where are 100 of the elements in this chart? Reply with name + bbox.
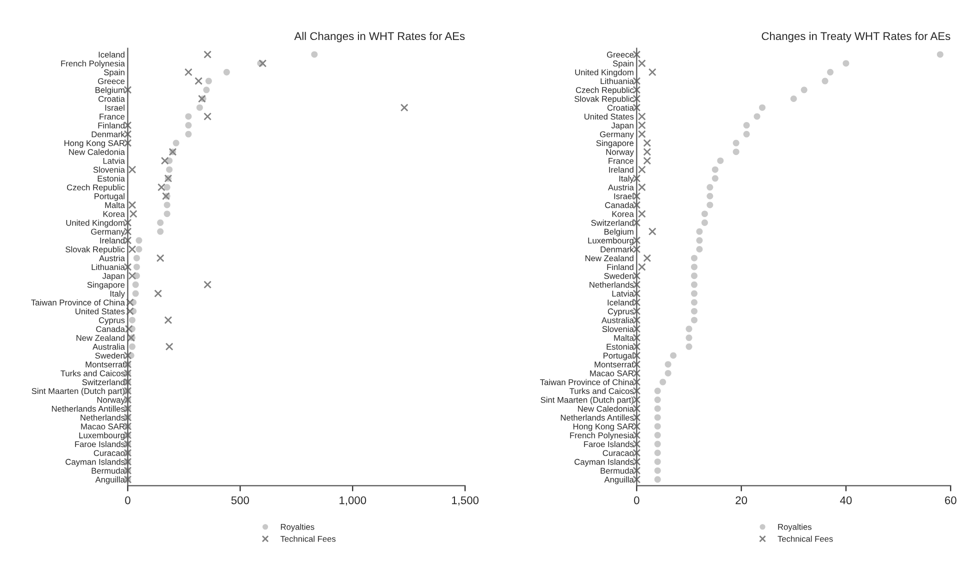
y-tick-label: Anguilla [604,476,634,484]
point [706,192,714,200]
y-tick-label: Estonia [606,344,634,350]
x-tick-label: 1,000 [340,496,366,506]
point [165,342,174,351]
point [124,263,132,271]
point [164,184,170,191]
y-tick-label: Ireland [100,237,124,244]
point [732,140,740,146]
point [686,343,692,350]
y-tick-label: United States [76,308,125,314]
chart-title: Changes in Treaty WHT Rates for AEs [762,32,950,42]
x-tick-label: 40 [840,496,852,504]
point [185,122,192,129]
point [164,202,170,208]
point [258,59,267,68]
point [632,280,641,289]
legend-label: Technical Fees [280,536,336,542]
x-tick-label: 20 [736,496,748,504]
point [643,148,652,156]
y-tick-label: Turks and Caicos [60,370,125,376]
y-tick-label: Austria [608,184,634,190]
point [124,139,132,147]
point [196,104,203,111]
point [654,396,661,404]
point [706,202,714,208]
y-tick-label: Macao SAR [590,370,634,376]
y-tick-label: Korea [103,211,125,217]
y-tick-label: Lithuania [92,264,125,270]
y-tick-label: Israel [105,104,124,111]
y-tick-label: Taiwan Province of China [540,379,634,386]
y-tick-label: Norway [606,149,634,157]
point [632,334,641,342]
point [664,361,672,368]
point [632,77,641,85]
point [822,78,828,84]
point [643,139,652,147]
y-tick-label: Malta [614,334,634,341]
y-tick-label: Korea [612,211,634,217]
point [632,369,641,378]
point [638,130,646,138]
y-tick-label: Montserrat [86,362,125,368]
y-tick-label: Portugal [94,193,124,201]
y-tick-label: United Kingdom [66,220,124,228]
point [154,290,162,298]
y-tick-label: Luxembourg [79,432,124,440]
y-tick-label: Australia [601,317,634,324]
y-tick-label: Germany [91,228,125,236]
point [759,104,766,111]
point [743,122,750,129]
point [632,458,641,466]
x-tick-label: 60 [945,496,956,504]
y-tick-label: Switzerland [82,379,124,386]
y-tick-label: Netherlands Antilles [560,414,634,421]
point [136,246,142,253]
point [632,298,641,306]
point [126,307,134,316]
y-tick-label: Lithuania [600,78,634,84]
point [690,281,698,288]
point [632,192,641,200]
y-tick-label: Portugal [604,352,634,360]
point [632,414,641,422]
point [670,352,677,359]
point [638,59,646,68]
y-tick-label: Slovenia [93,166,125,173]
y-tick-label: Spain [612,60,634,68]
point [157,219,164,226]
y-tick-label: France [100,114,125,120]
point [696,246,703,253]
point [654,423,661,430]
y-tick-label: Hong Kong SAR [64,140,125,148]
y-tick-label: Czech Republic [576,86,634,95]
point [690,316,698,324]
y-tick-label: Austria [99,255,125,262]
y-tick-label: French Polynesia [570,432,634,440]
y-tick-label: Belgium [96,86,124,95]
y-tick-label: Finland [98,122,124,128]
point [311,51,318,58]
point [686,334,692,342]
y-tick-label: Latvia [103,158,125,164]
y-tick-label: Netherlands [80,414,125,421]
point [638,263,646,271]
chart-title: All Changes in WHT Rates for AEs [294,32,465,42]
point [194,77,203,85]
point [654,405,661,412]
y-tick-label: United States [584,113,634,120]
legend-label: Royalties [280,524,314,532]
point [204,50,212,58]
y-tick-label: Cayman Islands [66,458,125,466]
point [632,104,641,112]
point [690,264,698,270]
point [632,448,641,457]
point [654,388,661,394]
point [706,184,714,191]
point [128,245,136,254]
y-tick-label: Cyprus [98,317,125,325]
point [696,228,703,235]
y-tick-label: Anguilla [95,476,125,484]
point [717,157,724,164]
point [164,316,172,324]
